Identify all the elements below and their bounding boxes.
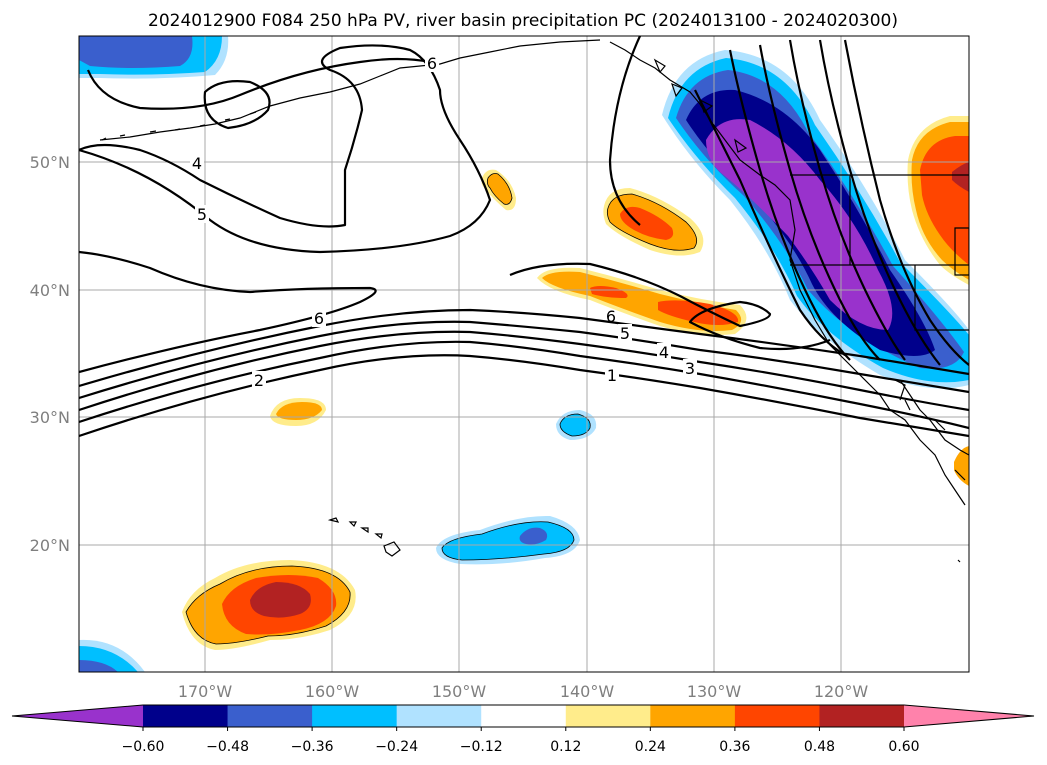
colorbar-segment [312,705,398,727]
contour-label-4: 4 [192,154,202,173]
shade-small-orange [276,402,322,420]
shade-sw-brick [250,582,311,618]
colorbar-tick-label: 0.12 [550,739,581,755]
colorbar-segment [650,705,736,727]
colorbar-tick-label: 0.36 [719,739,750,755]
contour-label-1-east: 1 [607,366,617,385]
aleutian-islands [101,111,257,141]
colorbar-tick-label: 0.24 [635,739,666,755]
shade-bottomleft-royal [79,660,118,672]
shade-outlines [185,173,698,645]
colorbar-segment [734,705,820,727]
baja-coast [899,379,969,456]
map-panel: 6 4 5 6 2 6 5 4 3 1 [79,36,969,672]
pv-contour-6b [509,262,831,351]
colorbar-tick-label: −0.12 [460,739,503,755]
colorbar-segment [565,705,651,727]
pv-contour-6 [79,250,377,374]
shade-coast-purple [706,119,893,330]
pv-contour-1 [79,354,969,438]
lon-label-170w: 170°W [178,682,233,701]
contour-label-3-east: 3 [685,359,695,378]
shade-band-red [590,286,628,298]
lon-label-120w: 120°W [814,682,869,701]
shade-right-brick [952,162,969,192]
pv-contour-top [86,57,431,110]
contour-label-5-east: 5 [620,324,630,343]
pv-contour-coast-4 [788,39,906,361]
shade-right-red [920,136,969,265]
colorbar-segment [143,705,229,727]
contour-label-6: 6 [314,309,324,328]
colorbar-tick-label: 0.60 [888,739,919,755]
pv-contour-4b [203,80,271,130]
longitude-labels: 170°W 160°W 150°W 140°W 130°W 120°W [178,682,869,701]
colorbar-extend-max [904,705,1034,727]
colorbar-tick-label: −0.24 [375,739,418,755]
contour-label-5: 5 [197,205,207,224]
colorbar-extend-min [12,705,143,727]
colorbar-segment [227,705,313,727]
map-frame [78,35,970,673]
pv-contour-3 [79,330,969,412]
coast-islands-1 [653,58,748,153]
colorbar-tick-label: −0.36 [291,739,334,755]
pv-contour-5b [79,44,492,254]
pv-contour-4 [79,320,969,400]
lon-label-150w: 150°W [432,682,487,701]
map-title: 2024012900 F084 250 hPa PV, river basin … [148,11,898,31]
pv-contour-5 [79,308,969,388]
pv-contour-coast-7 [694,89,846,356]
colorbar-segment [481,705,567,727]
hawaii-islands [327,517,401,557]
lat-label-20n: 20°N [30,536,70,555]
pv-contour-coast-2 [728,49,851,361]
lon-label-140w: 140°W [560,682,615,701]
coastlines [99,39,969,563]
shade-small-sky [560,414,591,436]
pv-contour-2 [79,340,969,430]
colorbar-tick-label: −0.60 [122,739,165,755]
contour-labels: 6 4 5 6 2 6 5 4 3 1 [190,54,697,390]
alaska-coast [99,39,601,141]
pv-contour-coast-1 [608,36,641,226]
lon-label-160w: 160°W [305,682,360,701]
pv-contour-coast-6 [843,39,969,366]
colorbar-tick-label: 0.48 [804,739,835,755]
alaska-panhandle [609,41,966,506]
shade-right-small [954,446,969,486]
pv-contours [79,36,969,438]
contour-label-4-east: 4 [659,343,669,362]
colorbar-segment [819,705,905,727]
pv-contour-coast-5 [818,39,941,366]
colorbar-tick-label: −0.48 [206,739,249,755]
lat-label-40n: 40°N [30,281,70,300]
shade-topleft-royal [79,36,193,68]
colorbar-segment [396,705,482,727]
shade-yellow-blob-orange [487,173,512,205]
contour-label-6-east: 6 [606,307,616,326]
colorbar [11,704,1035,728]
contour-label-top: 6 [427,54,437,73]
lon-label-130w: 130°W [687,682,742,701]
lat-label-50n: 50°N [30,153,70,172]
pv-contour-coast-3 [758,44,881,361]
latitude-labels: 20°N 30°N 40°N 50°N [30,153,70,555]
coast-right-misc [894,379,966,563]
colorbar-labels: −0.60 −0.48 −0.36 −0.24 −0.12 0.12 0.24 0.36 0.4… [122,727,920,755]
lat-label-30n: 30°N [30,408,70,427]
shade-hawaii-royal [519,527,548,545]
shade-mid-red [620,206,674,240]
contour-label-2: 2 [254,371,264,390]
